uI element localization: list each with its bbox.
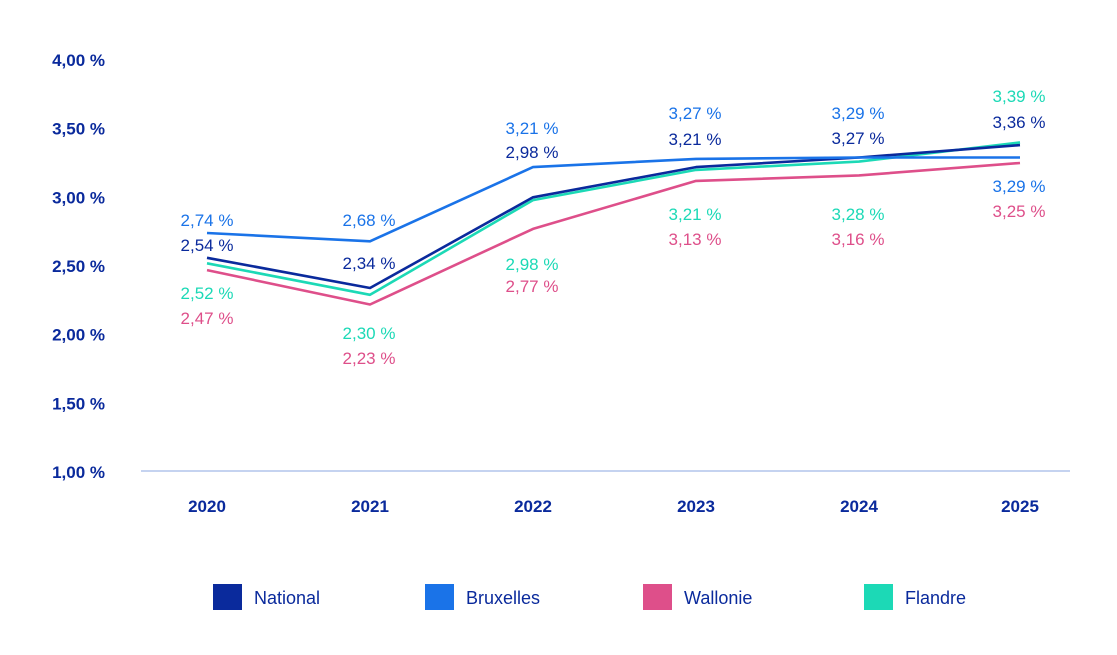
legend-label-flandre: Flandre: [905, 588, 966, 608]
data-label-flandre: 3,39 %: [993, 87, 1046, 106]
data-label-bruxelles: 2,74 %: [181, 211, 234, 230]
data-label-flandre: 2,30 %: [343, 324, 396, 343]
y-tick-label: 3,00 %: [52, 188, 105, 207]
data-label-wallonie: 2,47 %: [181, 309, 234, 328]
legend-swatch-wallonie: [643, 584, 672, 610]
y-tick-label: 1,00 %: [52, 463, 105, 482]
series-line-bruxelles: [206, 156, 1020, 243]
y-tick-label: 1,50 %: [52, 394, 105, 413]
x-tick-label: 2022: [514, 497, 552, 516]
x-tick-label: 2021: [351, 497, 389, 516]
series-lines: [206, 141, 1021, 306]
x-tick-label: 2020: [188, 497, 226, 516]
data-label-bruxelles: 3,29 %: [993, 177, 1046, 196]
legend-swatch-bruxelles: [425, 584, 454, 610]
data-label-bruxelles: 3,27 %: [669, 104, 722, 123]
legend: National Bruxelles Wallonie Flandre: [213, 584, 966, 610]
data-label-national: 2,34 %: [343, 254, 396, 273]
data-label-national: 3,21 %: [669, 130, 722, 149]
data-label-bruxelles: 3,29 %: [832, 104, 885, 123]
y-axis: 1,00 % 1,50 % 2,00 % 2,50 % 3,00 % 3,50 % 4,00…: [52, 51, 105, 482]
series-line-wallonie: [206, 161, 1021, 306]
data-label-national: 2,54 %: [181, 236, 234, 255]
legend-label-national: National: [254, 588, 320, 608]
data-label-wallonie: 2,77 %: [506, 277, 559, 296]
data-label-flandre: 2,52 %: [181, 284, 234, 303]
x-axis: 2020 2021 2022 2023 2024 2025: [188, 497, 1039, 516]
series-line-national: [206, 143, 1021, 290]
legend-swatch-flandre: [864, 584, 893, 610]
data-label-national: 2,98 %: [506, 143, 559, 162]
data-label-flandre: 3,28 %: [832, 205, 885, 224]
data-label-national: 3,36 %: [993, 113, 1046, 132]
data-label-bruxelles: 3,21 %: [506, 119, 559, 138]
legend-label-bruxelles: Bruxelles: [466, 588, 540, 608]
y-tick-label: 2,00 %: [52, 326, 105, 345]
data-label-national: 3,27 %: [832, 129, 885, 148]
data-label-flandre: 2,98 %: [506, 255, 559, 274]
x-tick-label: 2025: [1001, 497, 1039, 516]
data-label-bruxelles: 2,68 %: [343, 211, 396, 230]
data-label-wallonie: 2,23 %: [343, 349, 396, 368]
data-label-flandre: 3,21 %: [669, 205, 722, 224]
data-label-wallonie: 3,13 %: [669, 230, 722, 249]
x-tick-label: 2024: [840, 497, 878, 516]
y-tick-label: 2,50 %: [52, 257, 105, 276]
y-tick-label: 4,00 %: [52, 51, 105, 70]
series-line-flandre: [206, 141, 1021, 297]
legend-label-wallonie: Wallonie: [684, 588, 752, 608]
x-tick-label: 2023: [677, 497, 715, 516]
y-tick-label: 3,50 %: [52, 120, 105, 139]
data-label-wallonie: 3,25 %: [993, 202, 1046, 221]
data-labels: 2,54 % 2,34 % 2,98 % 3,21 % 3,27 % 3,36 % 2,74…: [181, 87, 1046, 368]
legend-swatch-national: [213, 584, 242, 610]
data-label-wallonie: 3,16 %: [832, 230, 885, 249]
